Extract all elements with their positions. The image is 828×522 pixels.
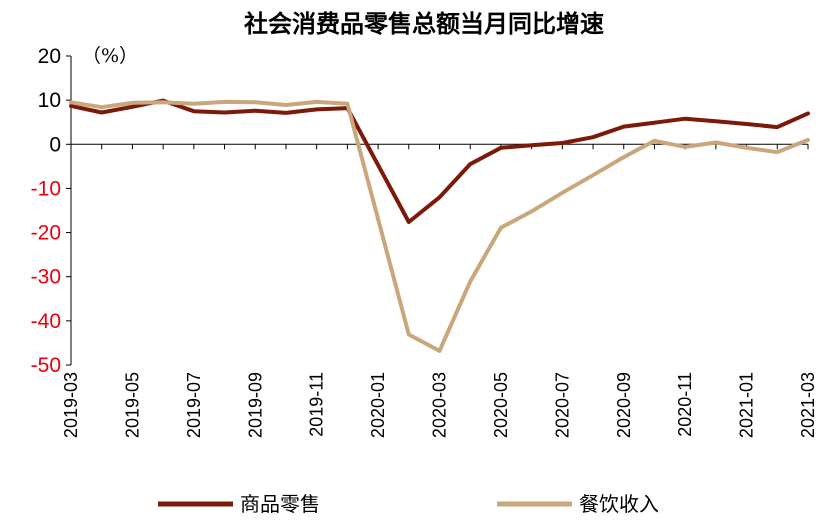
x-tick-label: 2021-03 xyxy=(798,372,818,438)
series-line-2 xyxy=(69,99,810,353)
x-tick-label: 2019-07 xyxy=(184,372,204,438)
x-tick-label: 2019-05 xyxy=(122,372,142,438)
axes xyxy=(66,55,809,366)
y-tick-label: 20 xyxy=(38,45,61,68)
x-tick-label: 2020-01 xyxy=(368,372,388,438)
y-tick-labels: 20 10 0 -10 -20 -30 -40 -50 xyxy=(31,45,61,377)
legend-label-2: 餐饮收入 xyxy=(579,492,659,516)
x-tick-label: 2019-11 xyxy=(307,372,327,437)
x-tick-labels: 2019-03 2019-05 2019-07 2019-09 2019-11 2020-… xyxy=(61,372,818,438)
y-tick-label: -30 xyxy=(31,266,61,289)
y-tick-label: -10 xyxy=(31,177,61,200)
legend: 商品零售 餐饮收入 xyxy=(158,492,659,516)
y-unit-label: （%） xyxy=(82,45,138,67)
x-tick-label: 2020-05 xyxy=(491,372,511,438)
legend-label-1: 商品零售 xyxy=(240,492,320,516)
x-tick-label: 2021-01 xyxy=(737,372,757,438)
x-tick-label: 2020-11 xyxy=(675,372,695,437)
y-tick-label: 10 xyxy=(38,89,61,112)
y-tick-label: -40 xyxy=(31,310,61,333)
x-tick-label: 2020-07 xyxy=(552,372,572,438)
x-tick-label: 2019-03 xyxy=(61,372,81,438)
x-tick-label: 2020-03 xyxy=(430,372,450,438)
y-tick-label: 0 xyxy=(49,133,61,156)
y-tick-label: -50 xyxy=(31,354,61,377)
x-tick-label: 2019-09 xyxy=(245,372,265,438)
series-line-1 xyxy=(69,98,810,224)
y-tick-label: -20 xyxy=(31,222,61,245)
x-tick-label: 2020-09 xyxy=(614,372,634,438)
series-lines xyxy=(69,98,810,353)
chart-title: 社会消费品零售总额当月同比增速 xyxy=(244,9,604,38)
